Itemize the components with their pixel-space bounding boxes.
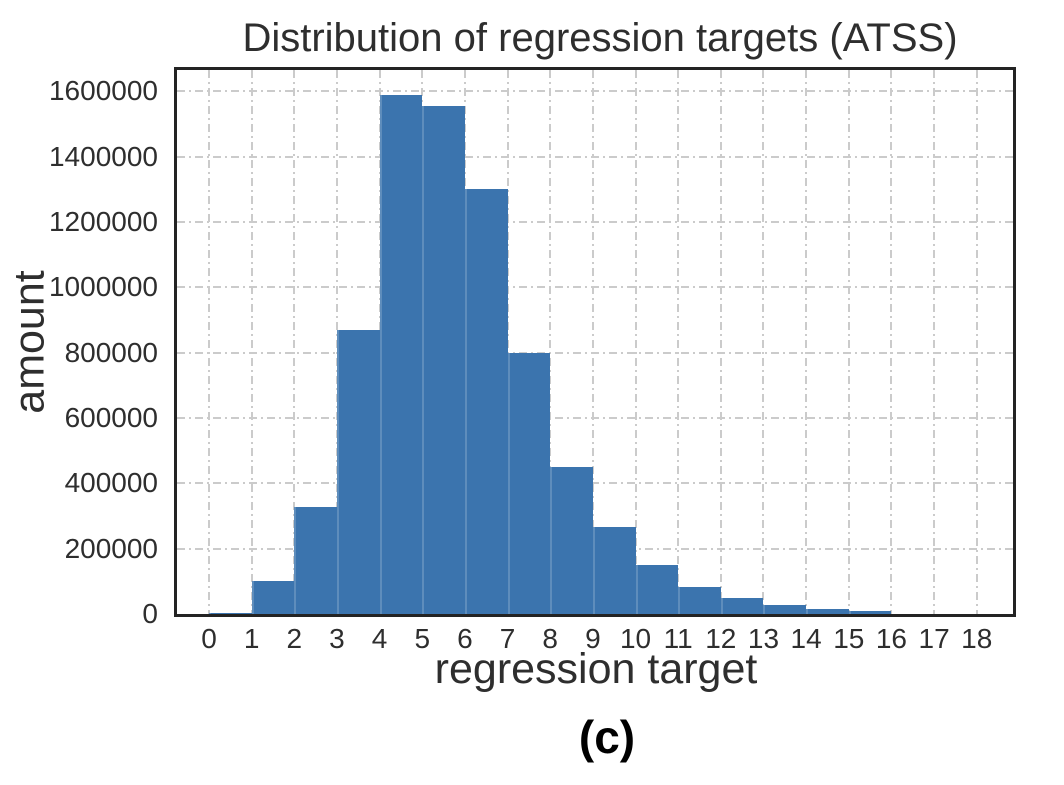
x-axis-tick-labels: 0 1 2 3 4 5 6 7 8 9 10 11 12 13 14 15 16 17 18 <box>177 623 1013 655</box>
gridline-vertical <box>805 70 808 614</box>
x-tick-label: 7 <box>499 623 516 654</box>
x-tick-label: 3 <box>329 623 345 654</box>
histogram-bar <box>806 609 849 614</box>
x-tick-label: 13 <box>747 623 780 654</box>
x-axis-title: regression target <box>434 645 758 693</box>
gridline-vertical <box>634 70 637 614</box>
histogram-bar <box>678 586 721 614</box>
x-tick-label: 2 <box>286 623 303 654</box>
histogram-bar <box>208 613 252 614</box>
x-tick-label: 4 <box>371 623 388 654</box>
gridline-vertical <box>975 70 978 614</box>
x-tick-label: 1 <box>243 623 260 654</box>
gridline-horizontal <box>177 155 1013 158</box>
histogram-bar <box>763 604 807 614</box>
gridline-vertical <box>847 70 850 614</box>
x-tick-label: 18 <box>961 623 993 654</box>
x-tick-label: 6 <box>457 623 473 654</box>
histogram-bar <box>294 506 337 614</box>
gridline-vertical <box>591 70 594 614</box>
x-tick-label: 5 <box>414 623 431 654</box>
y-tick-label: 1200000 <box>48 205 158 237</box>
x-tick-label: 10 <box>619 623 652 654</box>
gridline-horizontal <box>177 482 1013 485</box>
gridline-vertical <box>890 70 893 614</box>
gridline-vertical <box>933 70 936 614</box>
histogram-bar <box>379 94 423 614</box>
gridline-horizontal <box>177 90 1013 93</box>
gridline-horizontal <box>177 416 1013 419</box>
x-tick-label: 12 <box>705 623 737 654</box>
x-tick-label: 15 <box>833 623 865 654</box>
x-tick-label: 16 <box>875 623 908 654</box>
gridline-vertical <box>250 70 253 614</box>
x-tick-label: 8 <box>542 623 558 654</box>
y-tick-label: 800000 <box>64 336 158 368</box>
histogram-bar <box>422 105 465 614</box>
gridline-vertical <box>719 70 722 614</box>
y-axis-tick-labels: 0 200000 400000 600000 800000 1000000 1200000 1… <box>0 70 164 629</box>
x-tick-label: 11 <box>663 623 693 654</box>
histogram-bar <box>592 527 636 614</box>
histogram-bar <box>336 329 380 614</box>
histogram-bar <box>507 353 551 614</box>
gridline-vertical <box>762 70 765 614</box>
y-tick-label: 1000000 <box>48 271 158 303</box>
gridline-vertical <box>506 70 509 614</box>
x-tick-label: 17 <box>918 623 950 654</box>
gridline-vertical <box>677 70 680 614</box>
y-tick-label: 400000 <box>64 467 158 499</box>
gridline-horizontal <box>177 351 1013 354</box>
figure-caption: (c) <box>578 711 636 763</box>
y-tick-label: 1400000 <box>48 140 158 172</box>
histogram-bar <box>635 565 679 614</box>
histogram-bar <box>464 189 508 614</box>
histogram-bar <box>251 581 295 614</box>
histogram-bar <box>720 598 764 614</box>
plot-area <box>174 67 1016 617</box>
gridline-horizontal <box>177 286 1013 289</box>
x-tick-label: 9 <box>585 623 601 654</box>
gridline-horizontal <box>177 220 1013 223</box>
y-tick-label: 1600000 <box>48 75 158 107</box>
gridline-vertical <box>207 70 210 614</box>
gridline-vertical <box>293 70 296 614</box>
y-tick-label: 600000 <box>64 401 158 433</box>
chart-title: Distribution of regression targets (ATSS… <box>242 16 958 60</box>
y-tick-label: 0 <box>142 598 158 629</box>
histogram-bar <box>550 466 593 614</box>
x-tick-label: 0 <box>201 623 217 654</box>
histogram-bar <box>848 611 892 614</box>
gridline-vertical <box>549 70 552 614</box>
x-tick-label: 14 <box>790 623 822 654</box>
y-tick-label: 200000 <box>64 532 158 564</box>
